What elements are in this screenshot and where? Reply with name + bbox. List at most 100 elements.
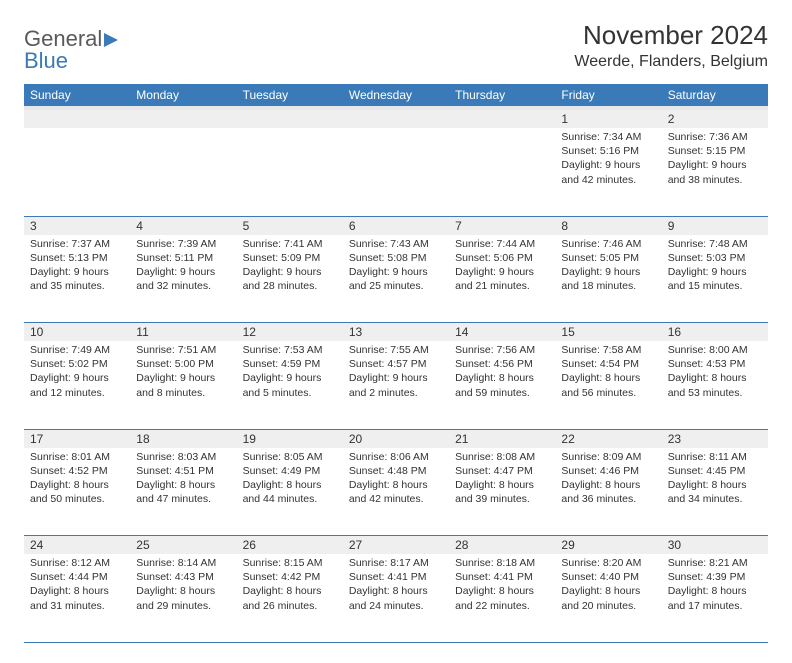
day-number-cell: 16 (662, 323, 768, 342)
sunset-text: Sunset: 4:45 PM (668, 464, 762, 478)
day-number-cell: 10 (24, 323, 130, 342)
sunrise-text: Sunrise: 7:43 AM (349, 237, 443, 251)
day-number-cell: 21 (449, 429, 555, 448)
day-cell: Sunrise: 8:03 AMSunset: 4:51 PMDaylight:… (130, 448, 236, 536)
daylight-text: Daylight: 9 hours (561, 158, 655, 172)
day-cell: Sunrise: 8:01 AMSunset: 4:52 PMDaylight:… (24, 448, 130, 536)
day-cell: Sunrise: 7:56 AMSunset: 4:56 PMDaylight:… (449, 341, 555, 429)
location-text: Weerde, Flanders, Belgium (574, 53, 768, 71)
daylight-text: and 21 minutes. (455, 279, 549, 293)
day-number-cell: 18 (130, 429, 236, 448)
daylight-text: Daylight: 8 hours (668, 584, 762, 598)
sunset-text: Sunset: 5:02 PM (30, 357, 124, 371)
daylight-text: Daylight: 9 hours (349, 265, 443, 279)
sunset-text: Sunset: 5:06 PM (455, 251, 549, 265)
sunrise-text: Sunrise: 8:00 AM (668, 343, 762, 357)
day-number-cell (449, 108, 555, 128)
day-cell: Sunrise: 7:34 AMSunset: 5:16 PMDaylight:… (555, 128, 661, 216)
day-number-cell: 12 (237, 323, 343, 342)
day-number-cell: 20 (343, 429, 449, 448)
sunset-text: Sunset: 4:47 PM (455, 464, 549, 478)
daylight-text: Daylight: 8 hours (561, 478, 655, 492)
day-cell: Sunrise: 7:51 AMSunset: 5:00 PMDaylight:… (130, 341, 236, 429)
calendar-page: GeneralBlue November 2024 Weerde, Flande… (0, 0, 792, 663)
day-cell: Sunrise: 7:55 AMSunset: 4:57 PMDaylight:… (343, 341, 449, 429)
daylight-text: and 29 minutes. (136, 599, 230, 613)
day-number-cell: 14 (449, 323, 555, 342)
sunset-text: Sunset: 5:16 PM (561, 144, 655, 158)
sunset-text: Sunset: 4:57 PM (349, 357, 443, 371)
day-cell: Sunrise: 7:37 AMSunset: 5:13 PMDaylight:… (24, 235, 130, 323)
sunrise-text: Sunrise: 7:37 AM (30, 237, 124, 251)
sunset-text: Sunset: 4:39 PM (668, 570, 762, 584)
day-number-cell: 6 (343, 216, 449, 235)
title-block: November 2024 Weerde, Flanders, Belgium (574, 20, 768, 71)
day-cell: Sunrise: 8:05 AMSunset: 4:49 PMDaylight:… (237, 448, 343, 536)
daylight-text: Daylight: 8 hours (668, 371, 762, 385)
daylight-text: Daylight: 9 hours (668, 158, 762, 172)
day-cell (130, 128, 236, 216)
daylight-text: and 25 minutes. (349, 279, 443, 293)
daylight-text: Daylight: 9 hours (561, 265, 655, 279)
daylight-text: Daylight: 9 hours (243, 265, 337, 279)
daylight-text: Daylight: 8 hours (561, 584, 655, 598)
day-number-row: 17181920212223 (24, 429, 768, 448)
daylight-text: Daylight: 8 hours (349, 584, 443, 598)
weekday-header-row: Sunday Monday Tuesday Wednesday Thursday… (24, 84, 768, 108)
daylight-text: and 26 minutes. (243, 599, 337, 613)
day-cell: Sunrise: 7:53 AMSunset: 4:59 PMDaylight:… (237, 341, 343, 429)
day-number-cell: 29 (555, 536, 661, 555)
sunrise-text: Sunrise: 8:01 AM (30, 450, 124, 464)
daylight-text: and 32 minutes. (136, 279, 230, 293)
sunrise-text: Sunrise: 8:21 AM (668, 556, 762, 570)
day-number-cell: 28 (449, 536, 555, 555)
day-cell: Sunrise: 7:49 AMSunset: 5:02 PMDaylight:… (24, 341, 130, 429)
day-number-cell: 15 (555, 323, 661, 342)
day-cell: Sunrise: 8:09 AMSunset: 4:46 PMDaylight:… (555, 448, 661, 536)
day-number-row: 12 (24, 108, 768, 128)
sunset-text: Sunset: 5:09 PM (243, 251, 337, 265)
sunset-text: Sunset: 4:42 PM (243, 570, 337, 584)
sunrise-text: Sunrise: 8:11 AM (668, 450, 762, 464)
day-number-cell: 1 (555, 108, 661, 128)
sunrise-text: Sunrise: 7:36 AM (668, 130, 762, 144)
sunrise-text: Sunrise: 8:17 AM (349, 556, 443, 570)
day-cell (449, 128, 555, 216)
daylight-text: Daylight: 8 hours (243, 584, 337, 598)
daylight-text: and 24 minutes. (349, 599, 443, 613)
day-number-cell: 22 (555, 429, 661, 448)
day-number-cell (237, 108, 343, 128)
sunset-text: Sunset: 5:15 PM (668, 144, 762, 158)
sunrise-text: Sunrise: 7:49 AM (30, 343, 124, 357)
sunset-text: Sunset: 5:11 PM (136, 251, 230, 265)
sunrise-text: Sunrise: 7:46 AM (561, 237, 655, 251)
daylight-text: Daylight: 8 hours (30, 584, 124, 598)
day-number-cell: 24 (24, 536, 130, 555)
sunrise-text: Sunrise: 8:18 AM (455, 556, 549, 570)
daylight-text: and 2 minutes. (349, 386, 443, 400)
sunrise-text: Sunrise: 7:44 AM (455, 237, 549, 251)
calendar-table: Sunday Monday Tuesday Wednesday Thursday… (24, 84, 768, 643)
day-cell: Sunrise: 7:36 AMSunset: 5:15 PMDaylight:… (662, 128, 768, 216)
week-row: Sunrise: 8:12 AMSunset: 4:44 PMDaylight:… (24, 554, 768, 642)
day-number-cell: 27 (343, 536, 449, 555)
sunset-text: Sunset: 5:13 PM (30, 251, 124, 265)
sunrise-text: Sunrise: 8:09 AM (561, 450, 655, 464)
day-number-cell (130, 108, 236, 128)
sunset-text: Sunset: 5:08 PM (349, 251, 443, 265)
sunset-text: Sunset: 4:41 PM (349, 570, 443, 584)
weekday-header: Wednesday (343, 84, 449, 108)
sunrise-text: Sunrise: 7:39 AM (136, 237, 230, 251)
day-number-cell: 7 (449, 216, 555, 235)
daylight-text: Daylight: 9 hours (30, 265, 124, 279)
page-header: GeneralBlue November 2024 Weerde, Flande… (24, 20, 768, 74)
daylight-text: Daylight: 9 hours (30, 371, 124, 385)
day-cell: Sunrise: 8:17 AMSunset: 4:41 PMDaylight:… (343, 554, 449, 642)
day-cell: Sunrise: 8:15 AMSunset: 4:42 PMDaylight:… (237, 554, 343, 642)
daylight-text: and 35 minutes. (30, 279, 124, 293)
daylight-text: and 12 minutes. (30, 386, 124, 400)
daylight-text: Daylight: 9 hours (349, 371, 443, 385)
daylight-text: Daylight: 9 hours (136, 265, 230, 279)
sunset-text: Sunset: 4:54 PM (561, 357, 655, 371)
weekday-header: Monday (130, 84, 236, 108)
